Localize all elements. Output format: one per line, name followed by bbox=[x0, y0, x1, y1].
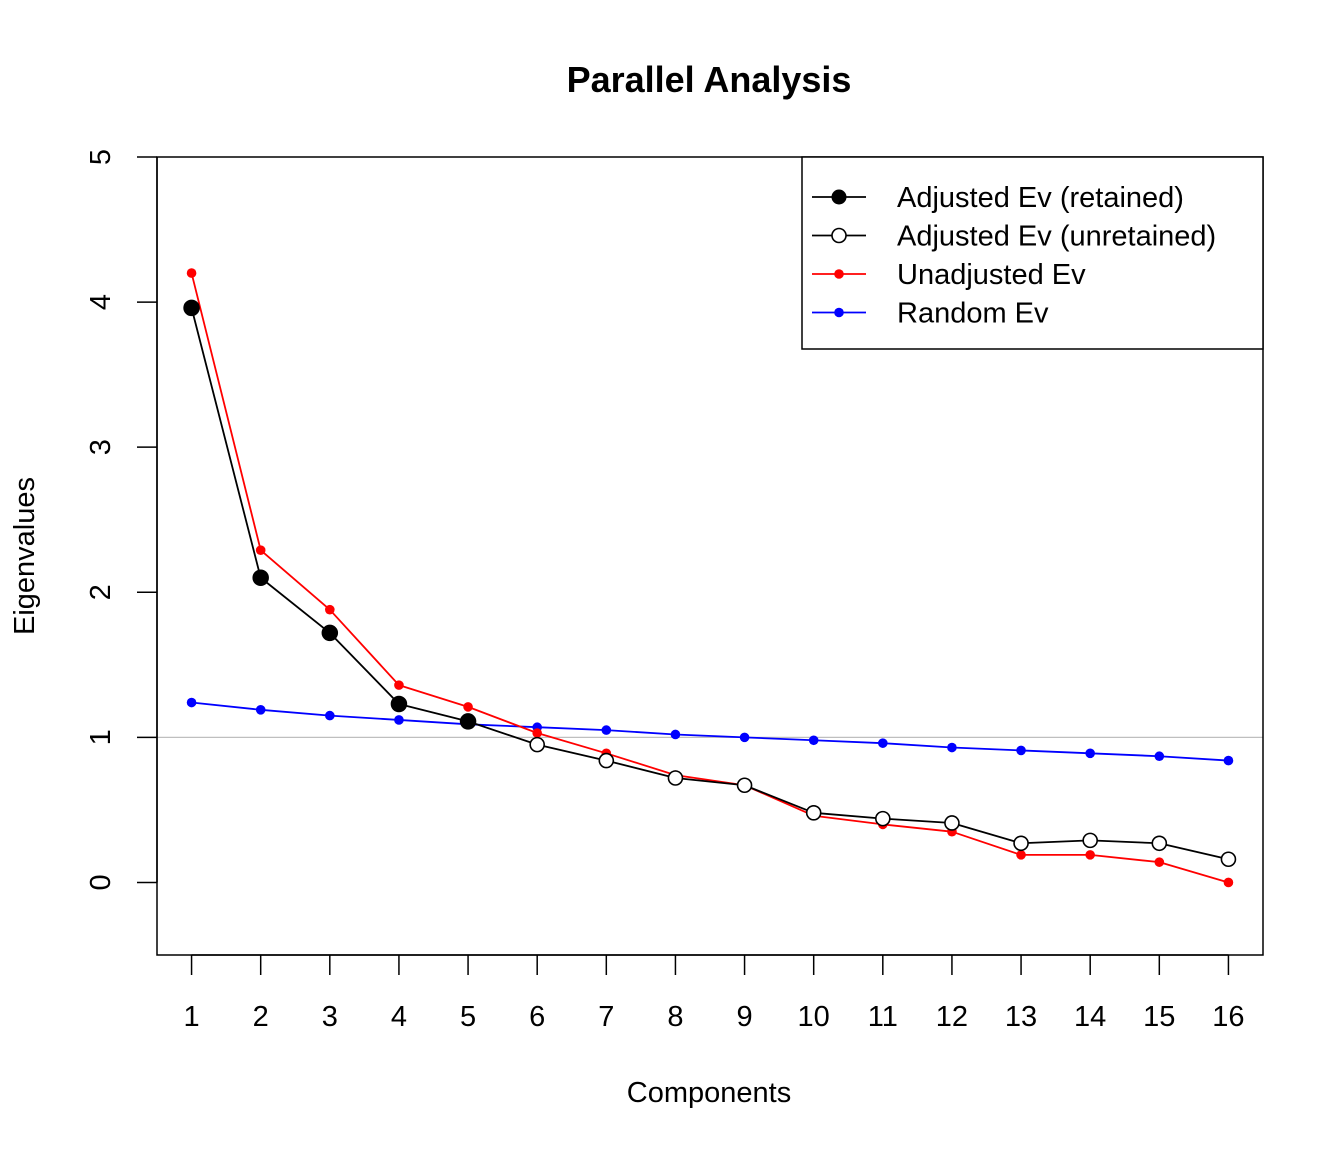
random-ev-point bbox=[1154, 751, 1165, 762]
adjusted-ev-unretained-point bbox=[1013, 835, 1029, 852]
legend-label: Adjusted Ev (unretained) bbox=[897, 221, 1216, 253]
adjusted-ev-unretained-point bbox=[529, 736, 545, 753]
adjusted-ev-unretained-point bbox=[1082, 832, 1098, 849]
chart-title: Parallel Analysis bbox=[567, 59, 852, 100]
x-tick-label: 2 bbox=[253, 1001, 269, 1033]
unadjusted-ev-point bbox=[1154, 857, 1165, 867]
unadjusted-ev-point bbox=[1016, 850, 1026, 860]
unadjusted-ev-point bbox=[325, 604, 335, 615]
random-ev-point bbox=[1223, 755, 1234, 766]
random-ev-point bbox=[255, 704, 266, 715]
y-tick-label: 0 bbox=[85, 874, 117, 890]
legend-marker bbox=[834, 269, 844, 279]
x-tick-label: 6 bbox=[529, 1001, 545, 1033]
adjusted-ev-unretained-point bbox=[667, 770, 684, 786]
legend-label: Random Ev bbox=[897, 298, 1049, 330]
adjusted-ev-unretained-point bbox=[944, 815, 960, 831]
random-ev-point bbox=[670, 729, 681, 740]
random-ev-point bbox=[394, 715, 404, 725]
y-tick-label: 5 bbox=[85, 149, 117, 165]
legend-label: Adjusted Ev (retained) bbox=[897, 182, 1184, 214]
adjusted-ev-unretained-point bbox=[875, 810, 891, 827]
random-ev-point bbox=[1085, 748, 1095, 759]
x-tick-label: 14 bbox=[1074, 1001, 1106, 1033]
random-ev-point bbox=[808, 735, 819, 746]
x-tick-label: 13 bbox=[1005, 1001, 1037, 1033]
x-tick-label: 5 bbox=[460, 1001, 476, 1033]
adjusted-ev-line bbox=[190, 307, 1229, 861]
y-tick-label: 4 bbox=[85, 294, 117, 310]
random-ev-point bbox=[878, 738, 888, 748]
x-tick-label: 11 bbox=[868, 1001, 898, 1033]
legend-box bbox=[801, 156, 1264, 350]
adjusted-ev-unretained-point bbox=[598, 752, 615, 769]
legend-entry: Random Ev bbox=[812, 298, 1049, 330]
random-ev-point bbox=[186, 697, 197, 708]
legend-entry: Unadjusted Ev bbox=[812, 259, 1086, 291]
plot-frame bbox=[156, 156, 1264, 956]
random-ev-point bbox=[1016, 745, 1026, 756]
unadjusted-ev-point bbox=[255, 545, 266, 555]
adjusted-ev-retained-point bbox=[321, 624, 339, 642]
unadjusted-ev-line bbox=[190, 272, 1229, 884]
legend-entry: Adjusted Ev (unretained) bbox=[812, 221, 1216, 253]
x-tick-label: 9 bbox=[736, 1001, 752, 1033]
adjusted-ev-retained-point bbox=[252, 569, 269, 587]
legend: Adjusted Ev (retained) Adjusted Ev (unret… bbox=[801, 156, 1264, 350]
x-tick-label: 4 bbox=[391, 1001, 407, 1033]
y-tick-label: 3 bbox=[85, 439, 117, 455]
adjusted-ev-unretained-point bbox=[805, 805, 822, 821]
legend-entries: Adjusted Ev (retained) Adjusted Ev (unret… bbox=[812, 182, 1216, 330]
legend-marker bbox=[831, 189, 847, 205]
y-tick-label: 1 bbox=[85, 729, 117, 745]
adjusted-ev-unretained-point bbox=[1220, 851, 1237, 868]
x-tick-label: 16 bbox=[1212, 1001, 1244, 1033]
adjusted-ev-retained-point bbox=[459, 713, 477, 730]
y-axis-label: Eigenvalues bbox=[9, 477, 41, 635]
adjusted-ev-unretained-point bbox=[736, 777, 753, 794]
adjusted-ev-retained-point bbox=[183, 299, 200, 317]
x-tick-label: 7 bbox=[598, 1001, 614, 1033]
legend-label: Unadjusted Ev bbox=[897, 259, 1086, 291]
x-tick-label: 15 bbox=[1143, 1001, 1175, 1033]
legend-marker bbox=[834, 307, 844, 318]
unadjusted-ev-point bbox=[1223, 877, 1234, 888]
x-tick-label: 10 bbox=[798, 1001, 830, 1033]
legend-marker bbox=[831, 227, 847, 244]
adjusted-ev-retained-point bbox=[390, 695, 408, 713]
unadjusted-ev-point bbox=[532, 728, 542, 738]
x-tick-label: 3 bbox=[322, 1001, 338, 1033]
unadjusted-ev-point bbox=[186, 268, 197, 278]
random-ev-point bbox=[739, 732, 750, 743]
random-ev-point bbox=[325, 710, 335, 721]
x-axis-label: Components bbox=[627, 1077, 791, 1109]
x-tick-label: 1 bbox=[183, 1001, 199, 1033]
unadjusted-ev-point bbox=[1085, 850, 1095, 860]
unadjusted-ev-point bbox=[394, 680, 404, 690]
legend-entry: Adjusted Ev (retained) bbox=[812, 182, 1184, 214]
y-tick-label: 2 bbox=[85, 584, 117, 600]
unadjusted-ev-point bbox=[463, 702, 473, 712]
series-layer bbox=[183, 268, 1237, 888]
random-ev-line bbox=[191, 701, 1229, 762]
random-ev-point bbox=[601, 725, 612, 735]
x-tick-label: 8 bbox=[667, 1001, 683, 1033]
adjusted-ev-unretained-point bbox=[1151, 835, 1168, 852]
random-ev-point bbox=[947, 742, 957, 753]
x-tick-label: 12 bbox=[936, 1001, 968, 1033]
